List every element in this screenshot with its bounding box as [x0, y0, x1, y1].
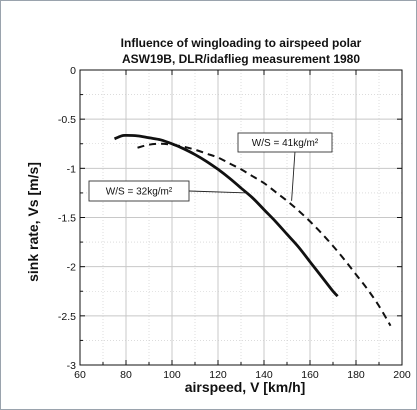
- y-tick-label: 0: [70, 65, 76, 77]
- chart-title-line-2: ASW19B, DLR/idaflieg measurement 1980: [122, 52, 360, 66]
- x-tick-label: 60: [74, 369, 86, 381]
- annotation-callout: W/S = 41kg/m²: [237, 132, 333, 201]
- y-tick-label: -2.5: [58, 311, 76, 323]
- annotation-label: W/S = 41kg/m²: [252, 138, 319, 149]
- data-series: [113, 133, 392, 327]
- annotation-callout: W/S = 32kg/m²: [88, 180, 248, 202]
- annotation-box: [237, 132, 333, 153]
- x-tick-labels: 60 80 100 120 140 160 180 200: [74, 369, 411, 381]
- annotation-box: [88, 180, 190, 202]
- grid-lines: [79, 69, 403, 366]
- y-tick-label: -0.5: [58, 114, 76, 126]
- chart-title-line-1: Influence of wingloading to airspeed pol…: [121, 36, 362, 50]
- annotation-label: W/S = 32kg/m²: [106, 187, 173, 198]
- y-tick-label: -1: [67, 163, 76, 175]
- x-tick-label: 200: [393, 369, 411, 381]
- series-line-41kg: [137, 142, 392, 327]
- y-tick-label: -2: [67, 262, 76, 274]
- x-axis-label: airspeed, V [km/h]: [185, 379, 306, 395]
- series-line-32kg: [113, 133, 339, 298]
- x-tick-label: 140: [255, 369, 273, 381]
- tick-marks: [79, 69, 403, 366]
- x-tick-label: 160: [301, 369, 319, 381]
- y-tick-label: -3: [67, 360, 76, 372]
- y-axis-label: sink rate, Vs [m/s]: [25, 162, 41, 282]
- y-tick-label: -1.5: [58, 213, 76, 225]
- x-tick-label: 120: [209, 369, 227, 381]
- x-tick-label: 100: [163, 369, 181, 381]
- annotation-leader: [188, 190, 248, 194]
- y-tick-labels: 0 -0.5 -1 -1.5 -2 -2.5 -3: [58, 65, 76, 372]
- x-tick-label: 80: [120, 369, 132, 381]
- annotations: W/S = 41kg/m² W/S = 32kg/m²: [88, 132, 333, 202]
- x-tick-label: 180: [347, 369, 365, 381]
- chart-title: Influence of wingloading to airspeed pol…: [121, 36, 362, 66]
